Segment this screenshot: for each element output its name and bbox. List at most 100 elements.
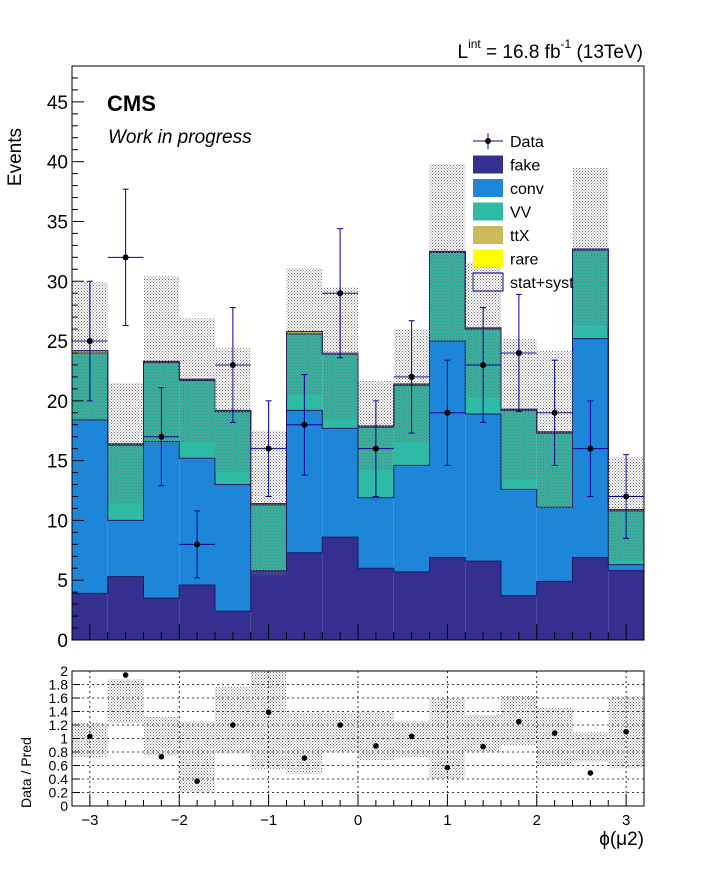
- ratio-y-tick-label: 0.6: [49, 758, 69, 774]
- bar-conv-4: [215, 484, 251, 612]
- y-tick-label: 10: [47, 511, 68, 532]
- stat-syst-band-10: [429, 164, 466, 342]
- data-point-4: [229, 361, 236, 368]
- ratio-band-2: [143, 716, 180, 756]
- ratio-y-axis-title: Data / Pred: [18, 737, 34, 808]
- y-tick-label: 35: [47, 212, 68, 233]
- bar-fake-8: [358, 568, 394, 640]
- ratio-band-6: [286, 712, 323, 774]
- ratio-point-2: [158, 753, 165, 760]
- data-point-15: [623, 493, 630, 500]
- luminosity-label: Lint = 16.8 fb-1 (13TeV): [457, 37, 643, 63]
- ratio-point-8: [373, 743, 379, 749]
- ratio-y-tick-label: 1.4: [49, 704, 69, 720]
- legend-label: conv: [510, 181, 544, 198]
- y-tick-label: 0: [57, 631, 68, 652]
- ratio-band-8: [358, 712, 394, 761]
- bar-conv-7: [322, 428, 358, 538]
- bar-fake-9: [393, 571, 430, 640]
- data-point-6: [301, 421, 308, 428]
- legend-label: stat+syst: [510, 275, 574, 292]
- stack-outline-fake: [72, 536, 644, 612]
- y-tick-label: 45: [47, 93, 68, 114]
- ratio-band-4: [215, 687, 251, 754]
- data-point-7: [337, 290, 344, 297]
- ratio-point-4: [230, 722, 236, 728]
- ratio-band-7: [322, 712, 358, 752]
- y-tick-label: 40: [47, 153, 68, 174]
- ratio-point-15: [623, 728, 629, 735]
- bar-conv-1: [107, 520, 144, 577]
- legend-swatch-fake: [473, 155, 503, 174]
- ratio-band-5: [250, 671, 287, 769]
- bar-conv-11: [465, 413, 501, 562]
- data-point-1: [122, 254, 129, 261]
- x-tick-label: 3: [622, 812, 630, 829]
- bar-fake-14: [572, 557, 609, 640]
- bar-conv-12: [501, 489, 537, 596]
- bar-conv-9: [393, 465, 430, 572]
- ratio-y-tick-label: 1.8: [49, 677, 69, 693]
- ratio-y-tick-label: 1.2: [49, 717, 69, 733]
- ratio-band-1: [107, 679, 144, 723]
- bar-conv-15: [608, 564, 644, 571]
- ratio-y-tick-label: 0: [60, 798, 68, 814]
- bar-fake-1: [107, 576, 144, 640]
- main-plot-area: 0 5 10 15 20 25 30 35 40 45: [47, 65, 645, 652]
- ratio-point-14: [587, 770, 594, 776]
- ratio-y-tick-label: 1: [60, 731, 68, 747]
- ratio-y-tick-label: 1.6: [49, 690, 69, 706]
- ratio-band-13: [536, 708, 573, 767]
- x-tick-label: 2: [533, 812, 541, 829]
- legend-swatch-rare: [473, 249, 503, 268]
- x-tick-label: −2: [171, 812, 188, 829]
- x-tick-label: 1: [443, 812, 451, 829]
- bar-fake-7: [322, 537, 358, 640]
- y-tick-label: 20: [47, 392, 68, 413]
- bar-conv-8: [358, 497, 394, 569]
- data-point-12: [515, 350, 522, 356]
- bar-fake-3: [179, 584, 215, 640]
- y-tick-label: 30: [47, 272, 68, 293]
- legend: Data fake conv VV ttX rare stat+syst: [472, 133, 574, 292]
- y-axis-title: Events: [5, 128, 26, 186]
- legend-swatch-VV: [473, 202, 503, 221]
- data-point-9: [408, 373, 415, 380]
- ratio-y-tick-label: 2: [60, 663, 68, 679]
- legend-swatch-ttX: [473, 226, 503, 244]
- data-point-14: [587, 445, 594, 452]
- ratio-point-11: [480, 743, 486, 750]
- y-tick-label: 25: [47, 332, 68, 353]
- work-in-progress-label: Work in progress: [108, 127, 252, 148]
- x-tick-label: −3: [81, 812, 98, 829]
- ratio-point-0: [87, 733, 93, 740]
- x-tick-label: −1: [260, 812, 277, 829]
- ratio-point-13: [551, 730, 558, 736]
- stat-syst-band-14: [572, 167, 609, 326]
- legend-label: fake: [510, 158, 540, 175]
- ratio-point-1: [122, 672, 129, 678]
- ratio-point-3: [194, 778, 200, 784]
- ratio-point-7: [337, 722, 343, 728]
- data-point-3: [194, 541, 201, 548]
- data-point-8: [372, 445, 379, 452]
- data-point-5: [265, 445, 272, 452]
- ratio-plot-area: 00.20.40.60.811.21.41.61.82−3 −2 −1 0 1 2 3: [49, 663, 645, 829]
- stat-syst-band-6: [286, 268, 323, 395]
- x-tick-label: 0: [354, 812, 362, 829]
- ratio-y-tick-label: 0.4: [49, 771, 69, 787]
- ratio-point-6: [301, 755, 308, 761]
- bar-fake-6: [286, 552, 323, 640]
- stat-syst-band-1: [107, 382, 144, 504]
- bar-fake-13: [536, 581, 573, 640]
- data-point-13: [551, 409, 558, 416]
- data-point-11: [480, 361, 487, 368]
- cms-label: CMS: [107, 91, 156, 116]
- data-point-0: [86, 338, 93, 345]
- x-axis-title: ϕ(μ2): [599, 829, 644, 850]
- data-point-2: [158, 433, 165, 440]
- ratio-band-14: [572, 732, 609, 763]
- ratio-point-9: [408, 733, 415, 740]
- legend-label: VV: [510, 205, 532, 222]
